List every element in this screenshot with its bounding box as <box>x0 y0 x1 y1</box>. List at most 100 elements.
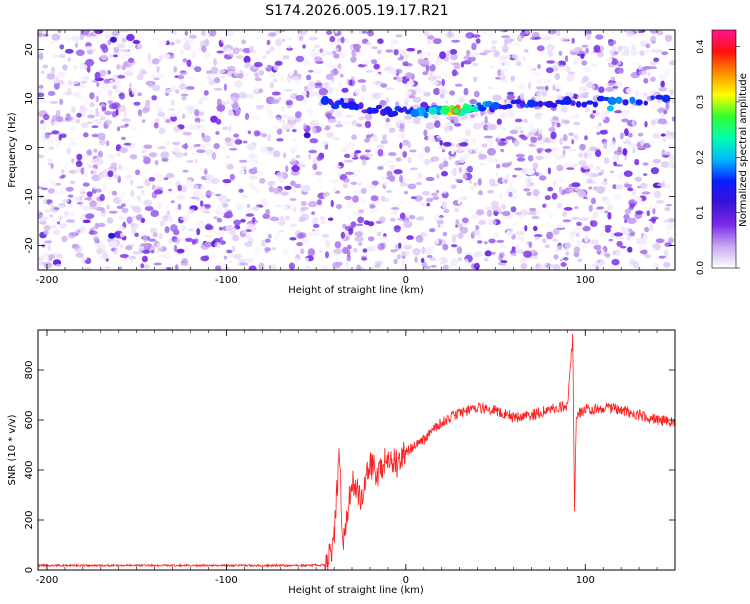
spectrogram-cell <box>364 138 370 143</box>
spectrogram-cell <box>435 58 443 65</box>
spectrogram-cell <box>599 260 607 265</box>
spectrogram-cell <box>584 235 589 243</box>
spectrogram-cell <box>64 261 70 270</box>
spectrogram-cell <box>106 204 110 210</box>
spectrogram-cell <box>327 118 337 123</box>
spectrogram-cell <box>97 132 106 141</box>
spectrogram-cell <box>614 74 619 78</box>
spectrogram-cell <box>183 43 191 51</box>
spectrogram-cell <box>604 224 612 229</box>
spectrogram-cell <box>457 256 463 262</box>
spectrogram-cell <box>302 97 308 106</box>
spectrogram-cell <box>536 78 543 84</box>
spectrogram-cell <box>100 103 106 107</box>
spectrogram-cell <box>68 169 78 174</box>
spectrogram-cell <box>327 63 336 68</box>
spectrogram-cell <box>500 148 504 153</box>
x-tick-label: 100 <box>576 575 595 586</box>
spectrogram-cell <box>455 178 462 183</box>
spectrogram-cell <box>261 133 267 138</box>
spectrogram-cell <box>406 120 413 124</box>
spectrogram-cell <box>112 74 118 81</box>
spectrogram-cell <box>440 222 446 229</box>
spectrogram-cell <box>510 206 517 213</box>
spectrogram-cell <box>167 107 176 111</box>
spectrogram-cell <box>641 32 646 37</box>
spectrogram-cell <box>315 176 324 184</box>
spectrogram-cell <box>168 188 173 192</box>
spectrogram-cell <box>313 56 323 63</box>
spectrogram-cell <box>224 30 235 37</box>
spectrogram-cell <box>47 188 56 194</box>
spectrogram-cell <box>585 106 590 113</box>
spectrogram-cell <box>513 139 520 147</box>
spectrogram-cell <box>427 52 432 56</box>
spectrogram-cell <box>492 94 502 101</box>
spectrogram-cell <box>178 83 187 90</box>
spectrogram-cell <box>645 43 651 49</box>
spectrogram-cell <box>442 243 449 251</box>
ridge-cell <box>519 100 526 108</box>
spectrogram-cell <box>112 51 121 56</box>
spectrogram-cell <box>137 92 143 97</box>
spectrogram-cell <box>460 196 468 201</box>
ridge-cell <box>586 100 594 105</box>
spectrogram-cell <box>501 210 511 217</box>
spectrogram-cell <box>559 37 569 42</box>
spectrogram-cell <box>612 250 616 256</box>
spectrogram-cell <box>321 234 330 238</box>
spectrogram-cell <box>430 81 439 86</box>
spectrogram-cell <box>569 115 578 119</box>
spectrogram-cell <box>108 53 114 59</box>
spectrogram-cell <box>312 223 320 229</box>
spectrogram-cell <box>399 142 403 149</box>
spectrogram-cell <box>555 88 560 92</box>
spectrogram-cell <box>393 49 399 56</box>
spectrogram-cell <box>110 162 118 167</box>
spectrogram-cell <box>246 93 255 99</box>
spectrogram-cell <box>137 109 143 117</box>
spectrogram-cell <box>511 222 519 227</box>
spectrogram-cell <box>157 145 166 150</box>
spectrogram-cell <box>588 204 593 212</box>
spectrogram-cell <box>100 43 108 50</box>
spectrogram-cell <box>329 35 336 43</box>
spectrogram-cell <box>478 219 485 226</box>
spectrogram-cell <box>254 246 263 252</box>
spectrogram-cell <box>300 200 307 207</box>
spectrogram-cell <box>295 55 305 63</box>
spectrogram-cell <box>566 167 575 171</box>
spectrogram-cell <box>305 107 314 116</box>
spectrogram-cell <box>75 247 79 253</box>
spectrogram-cell <box>80 195 85 199</box>
spectrogram-cell <box>308 69 314 73</box>
spectrogram-cell <box>547 259 553 264</box>
spectrogram-cell <box>454 265 459 270</box>
spectrogram-cell <box>511 196 519 199</box>
spectrogram-cell <box>354 231 364 237</box>
spectrogram-cell <box>316 155 323 161</box>
spectrogram-cell <box>627 217 637 224</box>
spectrogram-cell <box>170 85 176 92</box>
spectrogram-cell <box>228 125 232 132</box>
spectrogram-cell <box>652 103 659 108</box>
spectrogram-cell <box>232 47 240 55</box>
spectrogram-cell <box>457 197 462 205</box>
spectrogram-cell <box>592 211 599 218</box>
spectrogram-cell <box>477 234 483 239</box>
spectrogram-cell <box>288 262 295 270</box>
spectrogram-cell <box>265 208 271 215</box>
spectrogram-cell <box>469 114 476 119</box>
spectrogram-cell <box>144 206 154 211</box>
spectrogram-cell <box>233 253 242 260</box>
spectrogram-cell <box>238 262 248 266</box>
spectrogram-cell <box>240 218 246 223</box>
spectrogram-cell <box>182 113 186 120</box>
spectrogram-cell <box>86 66 91 73</box>
spectrogram-cell <box>637 185 641 189</box>
spectrogram-cell <box>79 226 86 234</box>
spectrogram-cell <box>69 202 74 208</box>
spectrogram-cell <box>117 195 122 201</box>
spectrogram-cell <box>224 207 228 212</box>
spectrogram-cell <box>300 248 305 255</box>
